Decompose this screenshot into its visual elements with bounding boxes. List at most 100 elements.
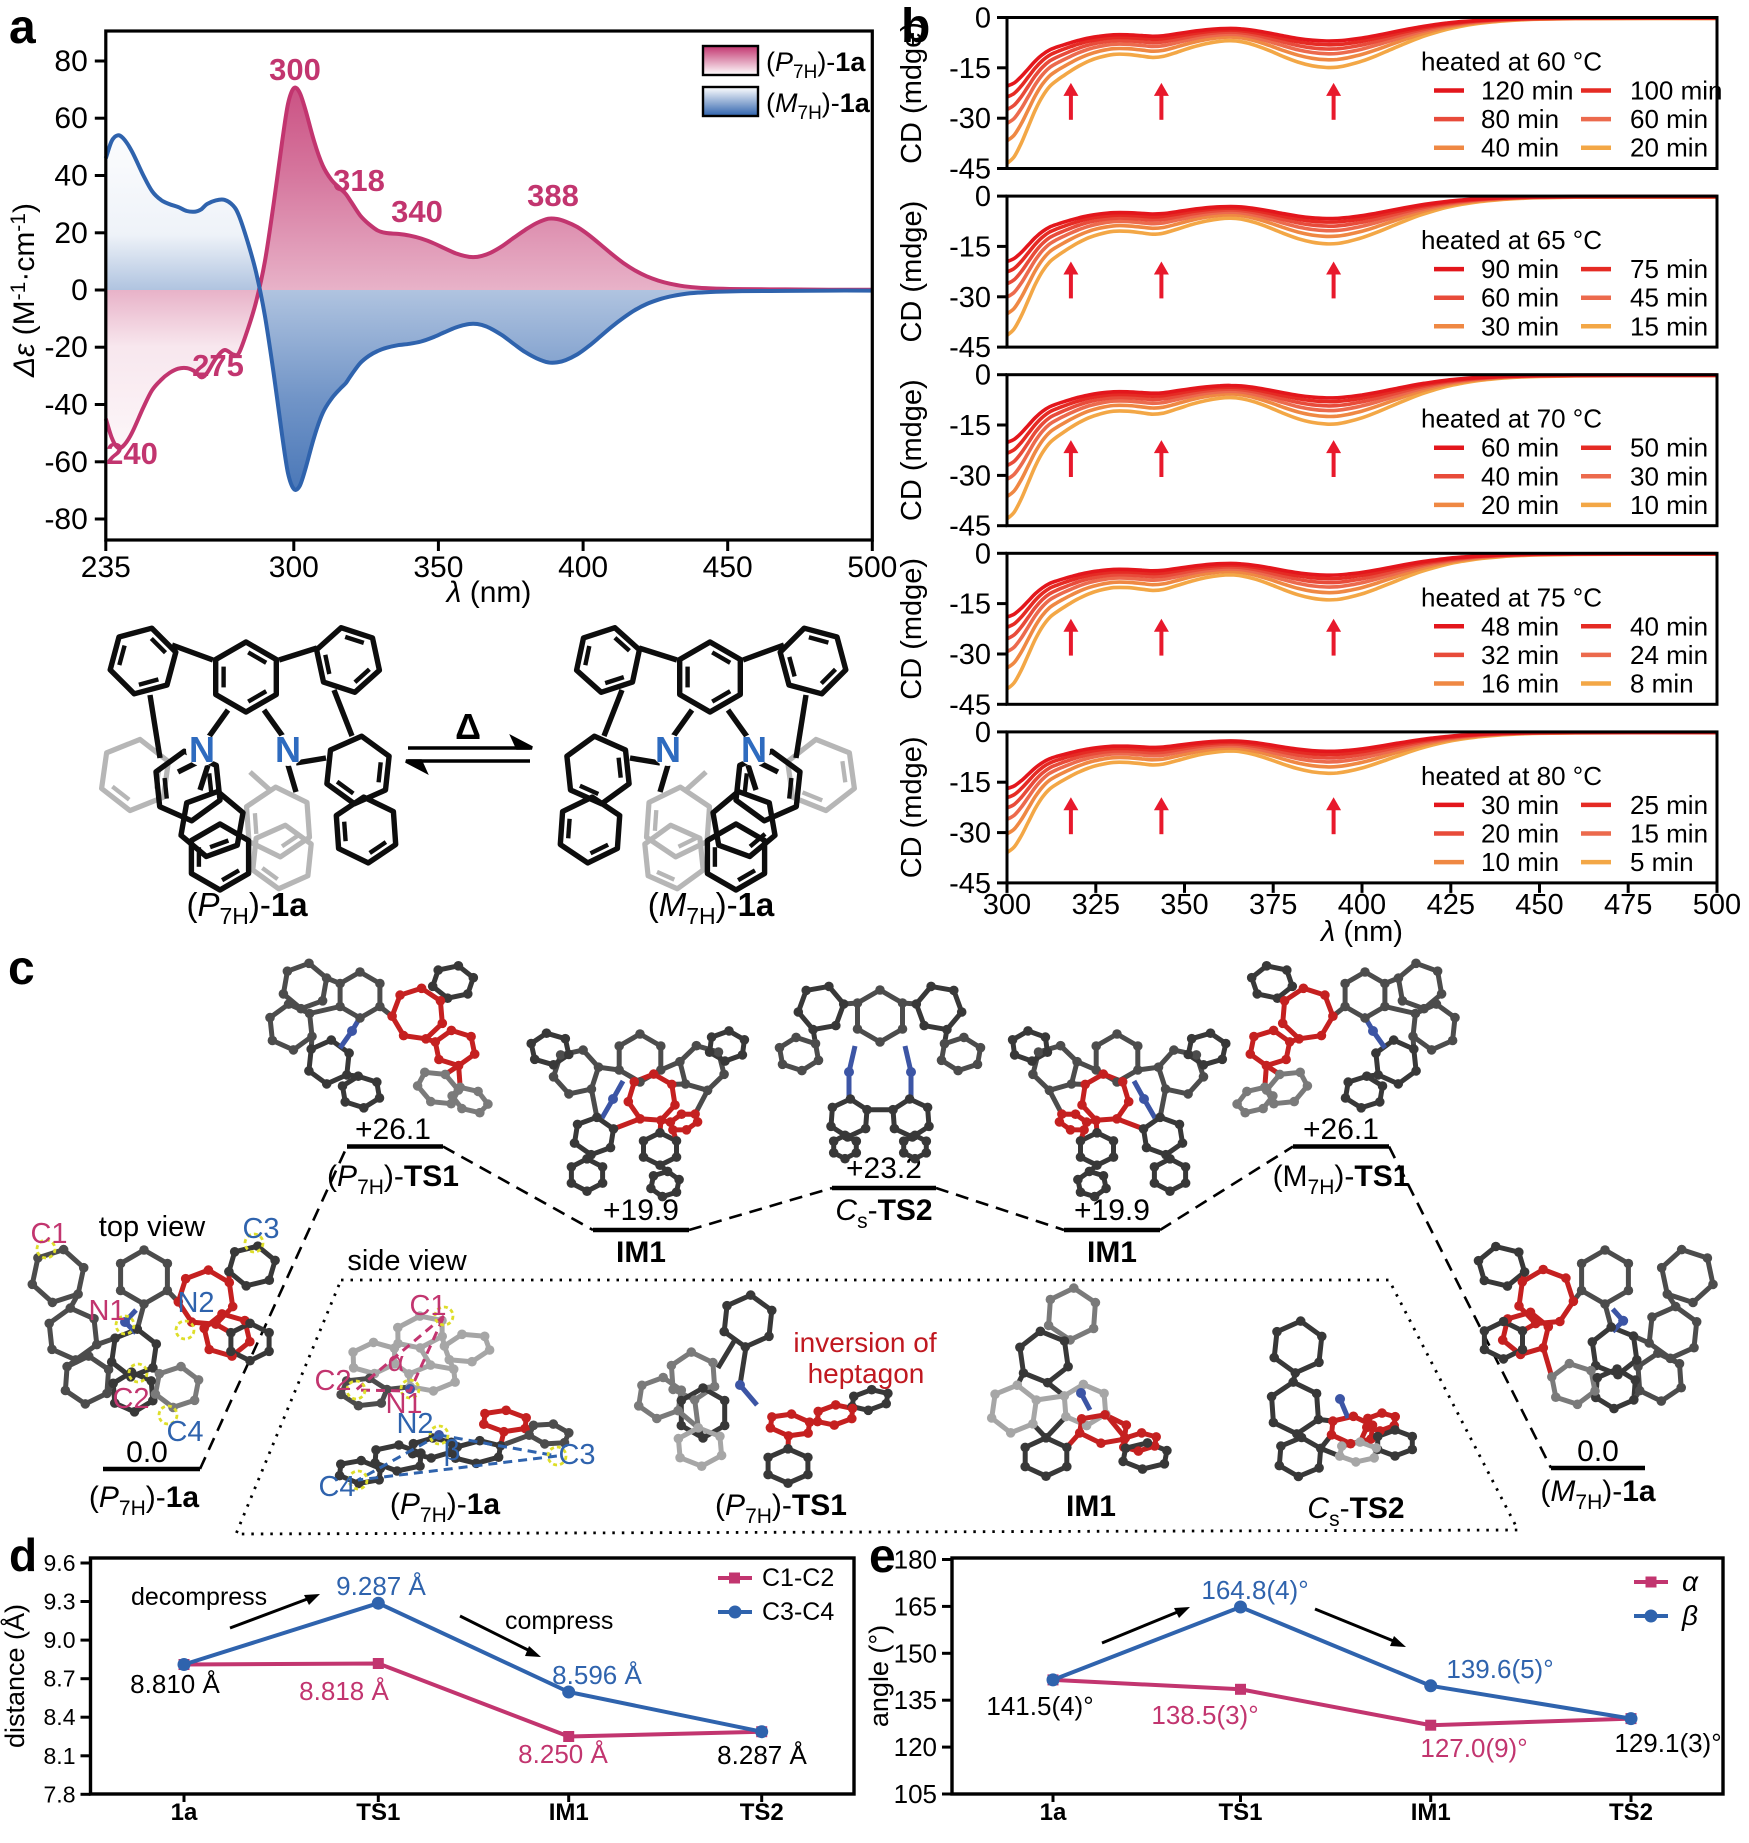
svg-text:-15: -15 (949, 589, 991, 621)
svg-text:240: 240 (106, 436, 158, 471)
svg-text:340: 340 (391, 194, 443, 229)
svg-text:129.1(3)°: 129.1(3)° (1614, 1728, 1721, 1758)
svg-text:30 min: 30 min (1630, 461, 1708, 491)
svg-text:C2: C2 (112, 1383, 149, 1415)
svg-text:β: β (444, 1435, 461, 1467)
svg-text:8.596 Å: 8.596 Å (552, 1660, 642, 1690)
svg-text:-45: -45 (949, 689, 991, 721)
svg-text:distance (Å): distance (Å) (0, 1604, 30, 1748)
svg-text:0: 0 (975, 3, 991, 35)
svg-text:400: 400 (1338, 889, 1386, 921)
svg-text:0: 0 (975, 538, 991, 570)
svg-text:(P7H)-1a: (P7H)-1a (186, 886, 308, 929)
svg-text:TS1: TS1 (1218, 1799, 1262, 1826)
svg-text:8 min: 8 min (1630, 669, 1694, 699)
svg-text:0: 0 (975, 717, 991, 749)
svg-text:0.0: 0.0 (1577, 1435, 1619, 1468)
svg-text:1a: 1a (171, 1799, 198, 1826)
svg-text:325: 325 (1072, 889, 1120, 921)
svg-text:127.0(9)°: 127.0(9)° (1420, 1733, 1527, 1763)
svg-text:N: N (275, 729, 301, 770)
svg-text:400: 400 (558, 551, 608, 584)
svg-text:150: 150 (894, 1638, 937, 1668)
svg-text:60 min: 60 min (1630, 104, 1708, 134)
svg-text:IM1: IM1 (549, 1799, 589, 1826)
svg-text:CD (mdge): CD (mdge) (896, 22, 928, 164)
svg-text:C1-C2: C1-C2 (762, 1564, 834, 1592)
svg-text:CD (mdge): CD (mdge) (896, 736, 928, 878)
svg-text:side view: side view (347, 1245, 467, 1277)
svg-text:-80: -80 (44, 503, 87, 536)
svg-text:60: 60 (54, 102, 87, 135)
svg-text:9.6: 9.6 (44, 1550, 76, 1576)
svg-text:20 min: 20 min (1481, 490, 1559, 520)
svg-text:8.250 Å: 8.250 Å (518, 1739, 608, 1769)
svg-text:N1: N1 (88, 1295, 125, 1327)
svg-text:235: 235 (81, 551, 131, 584)
svg-text:141.5(4)°: 141.5(4)° (986, 1691, 1093, 1721)
svg-text:C1: C1 (409, 1290, 446, 1322)
svg-text:0.0: 0.0 (126, 1436, 168, 1469)
svg-text:N2: N2 (396, 1408, 433, 1440)
svg-text:9.287 Å: 9.287 Å (336, 1571, 426, 1601)
svg-text:10 min: 10 min (1630, 490, 1708, 520)
svg-text:75 min: 75 min (1630, 254, 1708, 284)
svg-text:135: 135 (894, 1685, 937, 1715)
svg-text:318: 318 (333, 163, 385, 198)
svg-text:TS2: TS2 (1609, 1799, 1653, 1826)
svg-text:e: e (869, 1530, 896, 1583)
svg-text:164.8(4)°: 164.8(4)° (1201, 1575, 1308, 1605)
svg-text:(M7H)-TS1: (M7H)-TS1 (1273, 1160, 1410, 1199)
svg-text:TS2: TS2 (740, 1799, 784, 1826)
svg-text:8.4: 8.4 (44, 1704, 76, 1730)
svg-text:45 min: 45 min (1630, 283, 1708, 313)
svg-text:C3: C3 (242, 1213, 279, 1245)
svg-text:15 min: 15 min (1630, 819, 1708, 849)
svg-text:40 min: 40 min (1481, 461, 1559, 491)
svg-text:20 min: 20 min (1481, 819, 1559, 849)
svg-text:compress: compress (505, 1607, 613, 1635)
svg-text:-40: -40 (44, 389, 87, 422)
svg-text:heated at 80 °C: heated at 80 °C (1421, 761, 1602, 791)
svg-text:0: 0 (975, 360, 991, 392)
svg-text:8.818 Å: 8.818 Å (299, 1676, 389, 1706)
svg-text:300: 300 (983, 889, 1031, 921)
svg-text:CD (mdge): CD (mdge) (896, 201, 928, 343)
svg-text:IM1: IM1 (1066, 1490, 1116, 1523)
svg-text:(P7H)-TS1: (P7H)-TS1 (327, 1160, 459, 1199)
svg-text:20: 20 (54, 217, 87, 250)
svg-text:475: 475 (1604, 889, 1652, 921)
svg-text:IM1: IM1 (1087, 1236, 1137, 1269)
svg-text:-45: -45 (949, 868, 991, 900)
svg-text:d: d (9, 1529, 37, 1581)
svg-text:C2: C2 (314, 1365, 351, 1397)
svg-text:450: 450 (703, 551, 753, 584)
svg-text:9.0: 9.0 (44, 1627, 76, 1653)
svg-text:1a: 1a (1040, 1799, 1067, 1826)
svg-text:C3-C4: C3-C4 (762, 1598, 834, 1626)
svg-text:α: α (1682, 1566, 1699, 1597)
svg-text:C3: C3 (558, 1439, 595, 1471)
svg-text:N2: N2 (177, 1287, 214, 1319)
svg-text:-30: -30 (949, 460, 991, 492)
svg-text:angle (°): angle (°) (864, 1625, 894, 1727)
svg-text:138.5(3)°: 138.5(3)° (1151, 1700, 1258, 1730)
svg-text:5 min: 5 min (1630, 847, 1694, 877)
svg-text:N: N (655, 729, 681, 770)
svg-text:+19.9: +19.9 (603, 1194, 679, 1227)
svg-text:80 min: 80 min (1481, 104, 1559, 134)
svg-text:120: 120 (894, 1732, 937, 1762)
svg-text:8.1: 8.1 (44, 1743, 76, 1769)
svg-text:decompress: decompress (131, 1583, 267, 1611)
svg-text:-60: -60 (44, 446, 87, 479)
svg-text:9.3: 9.3 (44, 1589, 76, 1615)
svg-text:8.810 Å: 8.810 Å (130, 1669, 220, 1699)
svg-text:-20: -20 (44, 331, 87, 364)
svg-text:350: 350 (1160, 889, 1208, 921)
svg-text:heptagon: heptagon (808, 1358, 925, 1389)
svg-text:C4: C4 (318, 1471, 355, 1503)
svg-text:30 min: 30 min (1481, 311, 1559, 341)
svg-text:105: 105 (894, 1779, 937, 1809)
svg-text:0: 0 (975, 181, 991, 213)
svg-text:16 min: 16 min (1481, 669, 1559, 699)
